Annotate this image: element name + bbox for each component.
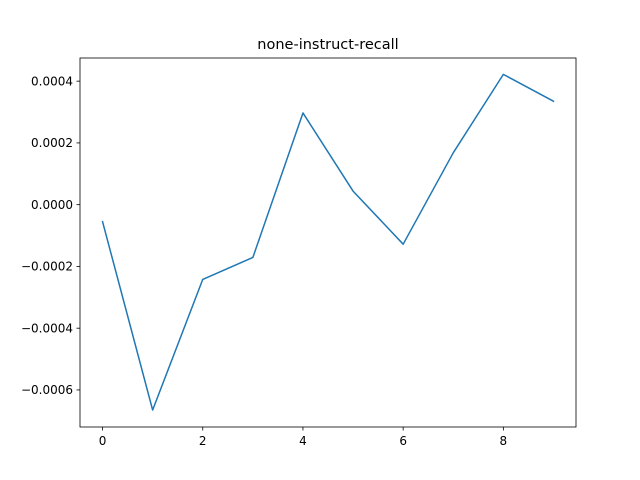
- y-axis-ticks: −0.0006 −0.0004 −0.0002 0.0000 0.0002 0.0004: [21, 74, 80, 397]
- x-axis-ticks: 0 2 4 6 8: [99, 427, 507, 448]
- x-tick-label: 6: [399, 434, 407, 448]
- y-tick-label: −0.0006: [21, 383, 73, 397]
- y-tick-label: −0.0002: [21, 260, 73, 274]
- y-tick-label: 0.0002: [31, 136, 73, 150]
- y-tick-label: 0.0004: [31, 74, 73, 88]
- chart-title: none-instruct-recall: [257, 37, 398, 53]
- x-tick-label: 8: [500, 434, 508, 448]
- y-tick-label: 0.0000: [31, 198, 73, 212]
- x-tick-label: 0: [99, 434, 107, 448]
- series-line: [101, 73, 555, 411]
- y-tick-label: −0.0004: [21, 321, 73, 335]
- axes-frame: [79, 57, 577, 428]
- x-tick-label: 4: [299, 434, 307, 448]
- x-tick-label: 2: [199, 434, 207, 448]
